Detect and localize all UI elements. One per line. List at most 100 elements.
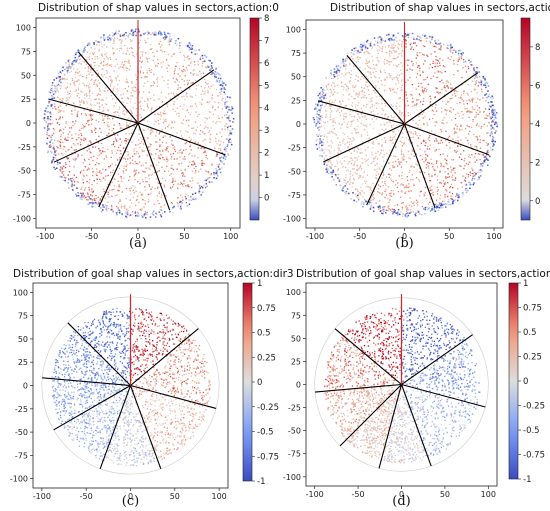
data-point (397, 48, 400, 50)
data-point (373, 113, 375, 115)
data-point (382, 174, 384, 177)
data-point (123, 206, 125, 208)
data-point (148, 149, 151, 151)
data-point (340, 144, 342, 146)
data-point (103, 44, 105, 46)
data-point (344, 156, 346, 158)
data-point (473, 73, 475, 75)
data-point (86, 180, 88, 183)
data-point (95, 346, 97, 349)
data-point (185, 185, 187, 187)
boundary-point (325, 167, 328, 169)
data-point (392, 211, 394, 213)
data-point (350, 162, 353, 165)
data-point (328, 105, 331, 107)
data-point (327, 121, 329, 123)
boundary-point (447, 198, 450, 201)
boundary-point (490, 131, 493, 133)
boundary-point (345, 193, 347, 195)
data-point (115, 140, 118, 142)
data-point (435, 149, 438, 151)
data-point (372, 71, 374, 74)
boundary-point (226, 126, 229, 129)
data-point (356, 169, 358, 172)
data-point (60, 152, 63, 155)
data-point (441, 88, 443, 91)
boundary-point (479, 175, 482, 177)
data-point (188, 79, 191, 82)
data-point (464, 180, 467, 182)
data-point (381, 48, 384, 50)
boundary-point (465, 191, 468, 194)
data-point (69, 83, 72, 85)
data-point (120, 176, 123, 178)
boundary-point (217, 77, 220, 80)
boundary-point (214, 171, 217, 174)
data-point (110, 355, 112, 357)
data-point (115, 348, 117, 350)
data-point (200, 93, 202, 96)
boundary-point (199, 58, 202, 60)
data-point (464, 127, 467, 130)
boundary-point (352, 191, 354, 194)
data-point (408, 59, 410, 62)
data-point (374, 164, 376, 166)
data-point (458, 115, 461, 117)
data-point (338, 123, 340, 125)
data-point (477, 109, 479, 111)
data-point (460, 97, 462, 100)
data-point (188, 153, 190, 156)
data-point (471, 177, 474, 179)
boundary-point (359, 51, 362, 54)
boundary-point (312, 117, 315, 119)
data-point (462, 117, 464, 119)
data-point (436, 76, 438, 79)
boundary-point (67, 187, 70, 189)
boundary-point (451, 46, 453, 49)
data-point (142, 150, 144, 153)
boundary-point (333, 71, 336, 73)
data-point (440, 46, 442, 48)
data-point (56, 84, 59, 87)
data-point (400, 175, 403, 177)
data-point (353, 162, 356, 165)
data-point (90, 65, 93, 67)
boundary-point (174, 40, 177, 42)
data-point (472, 108, 474, 110)
data-point (221, 116, 224, 119)
boundary-point (492, 111, 495, 113)
data-point (387, 186, 390, 188)
data-point (409, 169, 411, 172)
data-point (83, 100, 85, 102)
boundary-point (404, 214, 406, 216)
data-point (383, 61, 385, 63)
data-point (450, 56, 452, 58)
data-point (78, 75, 80, 77)
data-point (120, 45, 122, 47)
data-point (337, 168, 340, 170)
data-point (50, 123, 52, 125)
data-point (194, 121, 197, 123)
boundary-point (132, 33, 135, 36)
data-point (143, 129, 145, 131)
data-point (171, 164, 173, 167)
data-point (151, 32, 154, 34)
data-point (74, 158, 76, 160)
data-point (366, 65, 369, 67)
data-point (456, 150, 459, 152)
boundary-point (488, 93, 491, 95)
data-point (228, 115, 230, 117)
data-point (325, 97, 327, 99)
data-point (391, 44, 393, 46)
data-point (60, 85, 62, 87)
data-point (415, 62, 418, 64)
data-point (179, 105, 181, 108)
data-point (146, 58, 148, 60)
data-point (214, 147, 216, 149)
boundary-point (92, 202, 94, 205)
data-point (126, 89, 128, 92)
boundary-point (326, 171, 328, 173)
data-point (182, 175, 184, 177)
boundary-point (230, 130, 232, 132)
data-point (400, 62, 402, 64)
